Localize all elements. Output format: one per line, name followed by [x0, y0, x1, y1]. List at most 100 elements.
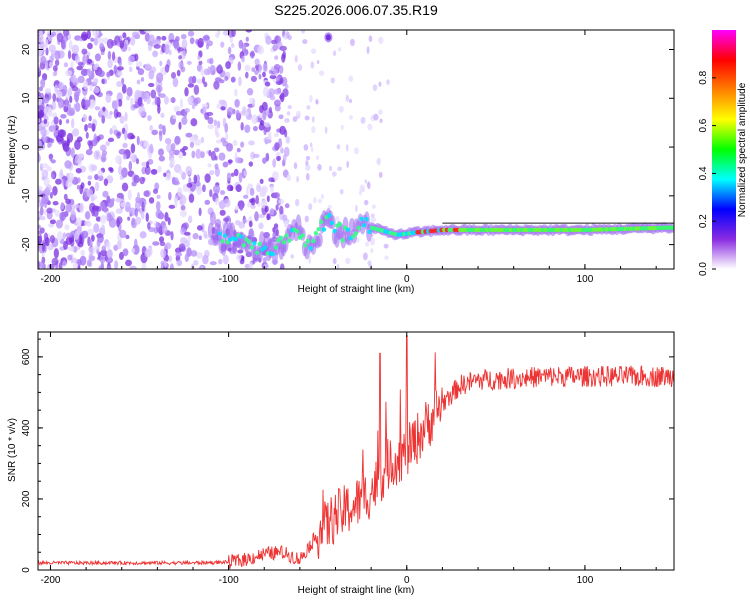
noise-blob	[269, 95, 276, 101]
noise-blob	[48, 44, 56, 53]
noise-blob	[172, 77, 179, 88]
noise-blob	[220, 106, 226, 111]
noise-blob	[226, 172, 232, 182]
noise-blob	[209, 261, 217, 266]
noise-blob	[102, 106, 106, 112]
noise-blob	[40, 126, 47, 137]
noise-blob	[227, 159, 233, 164]
noise-blob	[222, 161, 229, 168]
noise-blob	[200, 67, 204, 77]
noise-blob	[77, 241, 84, 248]
noise-blob	[310, 146, 314, 153]
noise-blob	[189, 37, 195, 45]
noise-blob	[40, 43, 44, 54]
noise-blob	[144, 63, 151, 70]
noise-blob	[109, 167, 114, 173]
noise-blob	[285, 136, 290, 144]
noise-blob	[87, 42, 93, 50]
noise-blob	[305, 155, 311, 161]
noise-blob	[85, 210, 91, 220]
noise-blob	[98, 175, 104, 181]
noise-blob	[141, 111, 147, 116]
noise-blob	[48, 263, 55, 269]
noise-blob	[192, 233, 199, 240]
noise-blob	[44, 87, 52, 94]
noise-blob	[115, 197, 122, 203]
noise-blob	[224, 132, 229, 141]
noise-blob	[286, 174, 291, 182]
noise-blob	[79, 202, 85, 213]
noise-blob	[124, 111, 128, 122]
noise-blob	[290, 254, 295, 259]
noise-blob	[227, 46, 232, 55]
noise-blob	[131, 31, 140, 38]
noise-blob	[332, 258, 337, 265]
noise-blob	[115, 208, 121, 214]
noise-blob	[145, 95, 151, 105]
noise-blob	[99, 214, 107, 224]
noise-blob	[172, 114, 177, 120]
noise-blob	[88, 246, 96, 255]
noise-blob	[236, 147, 241, 153]
noise-blob	[170, 97, 176, 104]
noise-blob	[260, 120, 265, 126]
spectrogram-ylabel: Frequency (Hz)	[7, 116, 18, 185]
noise-blob	[79, 255, 87, 266]
noise-blob	[54, 209, 60, 217]
noise-blob	[178, 121, 182, 130]
noise-blob	[107, 50, 112, 60]
spectrogram-marks	[38, 30, 674, 269]
noise-blob	[275, 204, 279, 211]
noise-blob	[208, 238, 214, 246]
noise-blob	[163, 260, 168, 269]
noise-blob	[266, 195, 270, 203]
noise-blob	[60, 137, 65, 146]
noise-blob	[238, 172, 243, 183]
noise-blob	[296, 110, 301, 117]
signal-core	[252, 241, 257, 246]
signal-core	[327, 213, 332, 218]
noise-blob	[249, 97, 254, 104]
noise-blob	[292, 116, 298, 122]
noise-blob	[38, 234, 43, 244]
noise-blob	[62, 260, 67, 267]
noise-blob	[66, 132, 74, 143]
noise-blob	[272, 231, 277, 239]
noise-blob	[144, 165, 151, 176]
signal-core	[284, 233, 289, 238]
signal-core	[332, 228, 337, 234]
noise-blob	[202, 254, 209, 265]
noise-blob	[383, 243, 389, 249]
noise-blob	[43, 118, 48, 125]
noise-blob	[174, 135, 181, 145]
noise-blob	[47, 107, 53, 117]
noise-blob	[148, 197, 155, 204]
noise-blob	[338, 105, 344, 113]
noise-blob	[126, 95, 131, 101]
noise-blob	[371, 204, 376, 209]
noise-blob	[369, 237, 376, 246]
noise-blob	[248, 161, 254, 167]
noise-blob	[135, 61, 143, 68]
noise-blob	[254, 64, 260, 70]
noise-blob	[217, 64, 222, 71]
noise-blob	[49, 219, 56, 225]
noise-blob	[264, 81, 271, 87]
noise-blob	[282, 214, 288, 221]
noise-blob	[184, 108, 191, 113]
noise-blob	[81, 98, 86, 109]
signal-core	[356, 225, 361, 230]
noise-blob	[159, 212, 165, 220]
noise-blob	[74, 154, 82, 164]
noise-blob	[336, 144, 341, 150]
noise-blob	[185, 132, 193, 138]
noise-blob	[70, 147, 75, 158]
noise-blob	[65, 198, 71, 205]
noise-blob	[130, 143, 136, 154]
noise-blob	[162, 125, 166, 136]
noise-blob	[324, 126, 328, 134]
noise-blob	[223, 217, 229, 222]
noise-blob	[146, 161, 150, 169]
noise-blob	[154, 182, 160, 191]
noise-blob	[235, 184, 242, 193]
